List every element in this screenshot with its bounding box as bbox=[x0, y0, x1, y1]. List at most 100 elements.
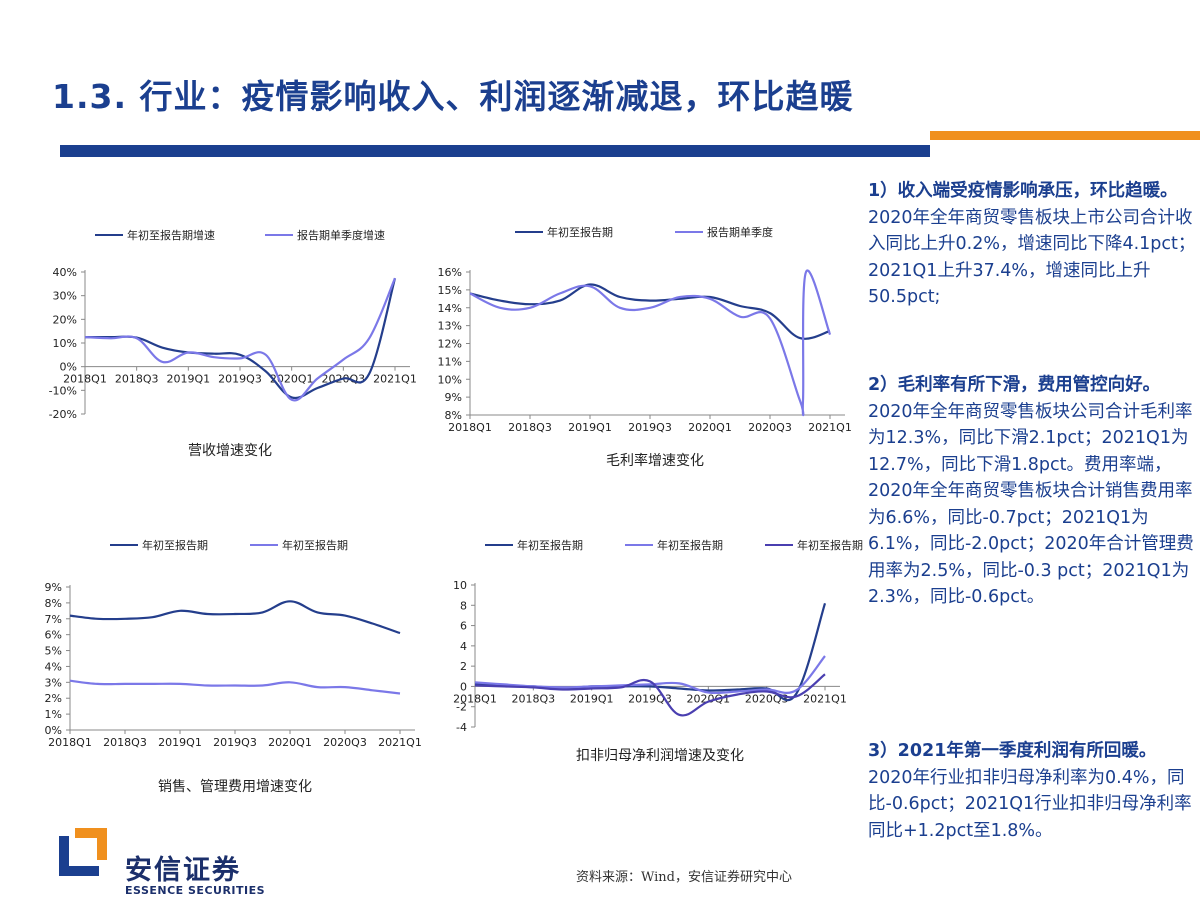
x-tick-label: 2018Q1 bbox=[448, 421, 492, 434]
y-tick-label: 10% bbox=[438, 373, 462, 386]
title-underline-bar bbox=[60, 145, 930, 157]
net-profit-chart: 年初至报告期 年初至报告期 年初至报告期 10 8 6 4 2 0 -2 -4 2018Q1 2018Q… bbox=[430, 530, 863, 734]
series-line-0 bbox=[69, 600, 401, 635]
x-tick-label: 2018Q1 bbox=[48, 736, 92, 749]
section-1-body: 2020年全年商贸零售板块上市公司合计收入同比上升0.2%，增速同比下降4.1p… bbox=[868, 207, 1196, 308]
side-section-3: 3）2021年第一季度利润有所回暖。 2020年行业扣非归母净利率为0.4%，同比… bbox=[868, 738, 1196, 844]
y-tick-label: 4 bbox=[460, 640, 467, 653]
legend-label: 年初至报告期 bbox=[657, 538, 723, 552]
chart-caption-revenue: 营收增速变化 bbox=[188, 443, 272, 459]
section-2-body: 2020年全年商贸零售板块公司合计毛利率为12.3%，同比下滑2.1pct；20… bbox=[868, 401, 1194, 608]
x-tick-label: 2018Q3 bbox=[115, 373, 159, 386]
side-section-2: 2）毛利率有所下滑，费用管控向好。 2020年全年商贸零售板块公司合计毛利率为12… bbox=[868, 372, 1196, 611]
revenue-growth-chart-svg: 年初至报告期增速 报告期单季度增速 40% 30% 20% 10% 0% -10% -20% 20… bbox=[49, 228, 417, 421]
x-tick-label: 2018Q3 bbox=[512, 692, 556, 705]
series-line-1 bbox=[84, 277, 397, 402]
x-tick-label: 2019Q1 bbox=[158, 736, 202, 749]
x-tick-label: 2020Q1 bbox=[688, 421, 732, 434]
y-tick-label: 12% bbox=[438, 338, 462, 351]
y-tick-label: 6 bbox=[460, 620, 467, 633]
y-tick-label: 11% bbox=[438, 355, 462, 368]
x-tick-label: 2018Q1 bbox=[453, 692, 497, 705]
y-tick-label: 6% bbox=[45, 629, 62, 642]
y-tick-label: 2% bbox=[45, 692, 62, 705]
y-tick-label: 40% bbox=[53, 266, 77, 279]
legend-label: 年初至报告期 bbox=[797, 538, 863, 552]
chart-caption-margin: 毛利率增速变化 bbox=[606, 453, 704, 469]
legend-label: 年初至报告期增速 bbox=[127, 228, 215, 242]
x-tick-label: 2019Q3 bbox=[218, 373, 262, 386]
section-2-heading: 2）毛利率有所下滑，费用管控向好。 bbox=[868, 375, 1161, 395]
accent-bar bbox=[930, 131, 1200, 140]
y-tick-label: 7% bbox=[45, 613, 62, 626]
essence-logo-icon bbox=[59, 828, 107, 876]
revenue-growth-chart: 年初至报告期增速 报告期单季度增速 40% 30% 20% 10% 0% -10% -20% 20… bbox=[30, 215, 430, 421]
y-tick-label: 20% bbox=[53, 313, 77, 326]
y-tick-label: 8% bbox=[445, 409, 462, 422]
expense-ratio-chart-svg: 年初至报告期 年初至报告期 9% 8% 7% 6% 5% 4% 3% 2% 1% 0%2018Q1 20… bbox=[45, 538, 422, 749]
y-tick-label: 14% bbox=[438, 302, 462, 315]
expense-ratio-chart: 年初至报告期 年初至报告期 9% 8% 7% 6% 5% 4% 3% 2% 1% 0% 2018Q1 20… bbox=[30, 530, 430, 760]
x-tick-label: 2019Q3 bbox=[213, 736, 257, 749]
page-title: 1.3. 行业：疫情影响收入、利润逐渐减退，环比趋暖 bbox=[52, 77, 854, 116]
y-tick-label: 9% bbox=[45, 581, 62, 594]
x-tick-label: 2021Q1 bbox=[808, 421, 852, 434]
x-tick-label: 2019Q1 bbox=[570, 692, 614, 705]
legend-label: 报告期单季度 bbox=[707, 225, 773, 239]
y-tick-label: 0% bbox=[45, 724, 62, 737]
series-line-0 bbox=[469, 283, 831, 340]
y-tick-label: 10% bbox=[53, 337, 77, 350]
legend-label: 年初至报告期 bbox=[142, 538, 208, 552]
x-tick-label: 2018Q3 bbox=[103, 736, 147, 749]
section-3-heading: 3）2021年第一季度利润有所回暖。 bbox=[868, 741, 1157, 761]
x-tick-label: 2021Q1 bbox=[373, 373, 417, 386]
series-line-1 bbox=[69, 679, 401, 695]
logo-text-en: ESSENCE SECURITIES bbox=[125, 884, 266, 897]
gross-margin-chart-svg: 年初至报告期 报告期单季度16%15%14%13%12%11%10%9%8%201… bbox=[438, 225, 852, 434]
y-tick-label: -4 bbox=[456, 721, 467, 734]
legend-label: 年初至报告期 bbox=[282, 538, 348, 552]
y-tick-label: 2 bbox=[460, 660, 467, 673]
x-tick-label: 2019Q1 bbox=[167, 373, 211, 386]
x-tick-label: 2018Q3 bbox=[508, 421, 552, 434]
y-tick-label: 9% bbox=[445, 391, 462, 404]
x-tick-label: 2021Q1 bbox=[378, 736, 422, 749]
y-tick-label: 1% bbox=[45, 708, 62, 721]
x-tick-label: 2020Q1 bbox=[687, 692, 731, 705]
y-tick-label: 30% bbox=[53, 290, 77, 303]
x-tick-label: 2019Q3 bbox=[628, 421, 672, 434]
y-tick-label: -20% bbox=[49, 408, 77, 421]
chart-caption-expense: 销售、管理费用增速变化 bbox=[158, 779, 312, 795]
section-3-body: 2020年行业扣非归母净利率为0.4%，同比-0.6pct；2021Q1行业扣非… bbox=[868, 767, 1192, 841]
gross-margin-chart: 年初至报告期 报告期单季度 16% 15% 14% 13% 12% 11% 10% 9% 8% 201… bbox=[430, 215, 852, 445]
y-tick-label: 0% bbox=[60, 361, 77, 374]
legend-label: 报告期单季度增速 bbox=[297, 228, 385, 242]
y-tick-label: 8% bbox=[45, 597, 62, 610]
x-tick-label: 2019Q1 bbox=[568, 421, 612, 434]
source-note: 资料来源：Wind，安信证券研究中心 bbox=[576, 870, 792, 885]
y-tick-label: 16% bbox=[438, 266, 462, 279]
series-line-2 bbox=[474, 673, 826, 717]
net-profit-chart-svg: 年初至报告期 年初至报告期 年初至报告期 10 8 6 4 2 0 -2 -4 2018Q1 2018Q… bbox=[453, 538, 863, 734]
y-tick-label: 13% bbox=[438, 320, 462, 333]
x-tick-label: 2021Q1 bbox=[803, 692, 847, 705]
y-tick-label: 10 bbox=[453, 579, 467, 592]
chart-caption-profit: 扣非归母净利润增速及变化 bbox=[576, 748, 744, 764]
y-tick-label: -2 bbox=[456, 701, 467, 714]
y-tick-label: 3% bbox=[45, 676, 62, 689]
y-tick-label: 0 bbox=[460, 680, 467, 693]
side-section-1: 1）收入端受疫情影响承压，环比趋暖。 2020年全年商贸零售板块上市公司合计收入同… bbox=[868, 178, 1196, 311]
y-tick-label: 5% bbox=[45, 645, 62, 658]
legend-label: 年初至报告期 bbox=[547, 225, 613, 239]
x-tick-label: 2019Q3 bbox=[628, 692, 672, 705]
x-tick-label: 2020Q1 bbox=[268, 736, 312, 749]
y-tick-label: 15% bbox=[438, 284, 462, 297]
logo-text-cn: 安信证券 bbox=[125, 855, 241, 886]
y-tick-label: 8 bbox=[460, 599, 467, 612]
x-tick-label: 2018Q1 bbox=[63, 373, 107, 386]
y-tick-label: 4% bbox=[45, 660, 62, 673]
y-tick-label: -10% bbox=[49, 384, 77, 397]
x-tick-label: 2020Q3 bbox=[748, 421, 792, 434]
legend-label: 年初至报告期 bbox=[517, 538, 583, 552]
section-1-heading: 1）收入端受疫情影响承压，环比趋暖。 bbox=[868, 181, 1178, 201]
